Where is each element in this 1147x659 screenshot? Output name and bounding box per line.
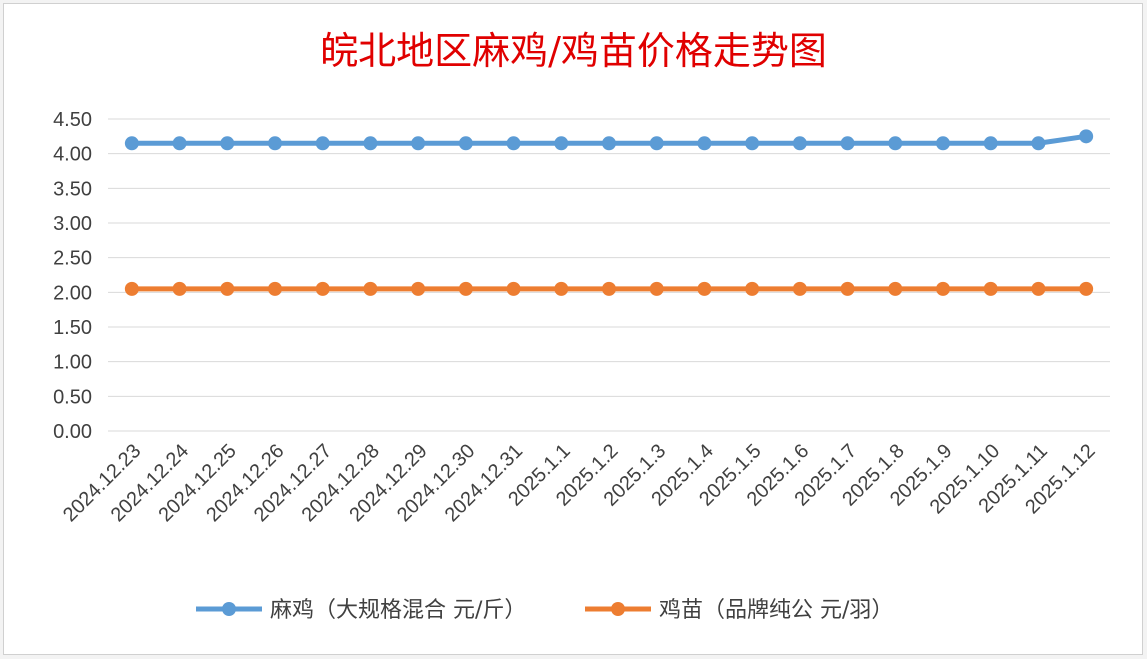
data-point-series-2: [983, 281, 998, 296]
data-point-series-1: [268, 136, 282, 151]
data-point-series-2: [315, 281, 330, 296]
data-point-series-2: [792, 281, 807, 296]
legend-label: 麻鸡（大规格混合 元/斤）: [270, 598, 526, 623]
data-point-series-1: [936, 136, 950, 151]
chart-title: 皖北地区麻鸡/鸡苗价格走势图: [320, 29, 827, 73]
data-point-series-2: [1079, 281, 1094, 296]
data-point-series-1: [554, 136, 569, 151]
y-tick-label: 2.50: [53, 248, 92, 270]
data-point-series-1: [458, 136, 473, 151]
chart-frame: [3, 3, 1143, 655]
data-point-series-2: [936, 281, 950, 296]
data-point-series-2: [124, 281, 139, 296]
data-point-series-2: [697, 281, 712, 296]
y-tick-label: 2.00: [53, 282, 92, 304]
data-point-series-2: [888, 281, 903, 296]
y-tick-label: 0.00: [53, 421, 92, 443]
data-point-series-1: [1031, 136, 1046, 151]
legend-marker: [222, 602, 236, 616]
y-tick-label: 0.50: [53, 386, 92, 408]
data-point-series-1: [124, 136, 139, 151]
data-point-series-2: [506, 281, 521, 296]
y-tick-label: 3.50: [53, 178, 92, 200]
data-point-series-2: [411, 281, 426, 296]
y-tick-label: 1.50: [53, 317, 92, 339]
data-point-series-1: [411, 136, 426, 151]
data-point-series-1: [1079, 129, 1094, 144]
data-point-series-1: [840, 136, 855, 151]
data-point-series-2: [840, 281, 855, 296]
legend-label: 鸡苗（品牌纯公 元/羽）: [659, 598, 893, 623]
data-point-series-2: [649, 281, 664, 296]
data-point-series-1: [315, 136, 330, 151]
y-tick-label: 3.00: [53, 213, 92, 235]
data-point-series-1: [888, 136, 903, 151]
data-point-series-2: [268, 281, 282, 296]
data-point-series-1: [745, 136, 760, 151]
data-point-series-2: [363, 281, 378, 296]
data-point-series-2: [1031, 281, 1046, 296]
data-point-series-1: [697, 136, 712, 151]
data-point-series-1: [506, 136, 521, 151]
data-point-series-1: [363, 136, 378, 151]
data-point-series-2: [602, 281, 616, 296]
data-point-series-1: [792, 136, 807, 151]
data-point-series-2: [220, 281, 235, 296]
data-point-series-2: [172, 281, 187, 296]
data-point-series-1: [983, 136, 998, 151]
y-tick-label: 1.00: [53, 352, 92, 374]
data-point-series-1: [602, 136, 616, 151]
data-point-series-2: [458, 281, 473, 296]
data-point-series-1: [220, 136, 235, 151]
legend-marker: [611, 602, 625, 616]
y-tick-label: 4.50: [53, 109, 92, 131]
data-point-series-2: [554, 281, 569, 296]
y-tick-label: 4.00: [53, 144, 92, 166]
data-point-series-1: [649, 136, 664, 151]
data-point-series-1: [172, 136, 187, 151]
data-point-series-2: [745, 281, 760, 296]
